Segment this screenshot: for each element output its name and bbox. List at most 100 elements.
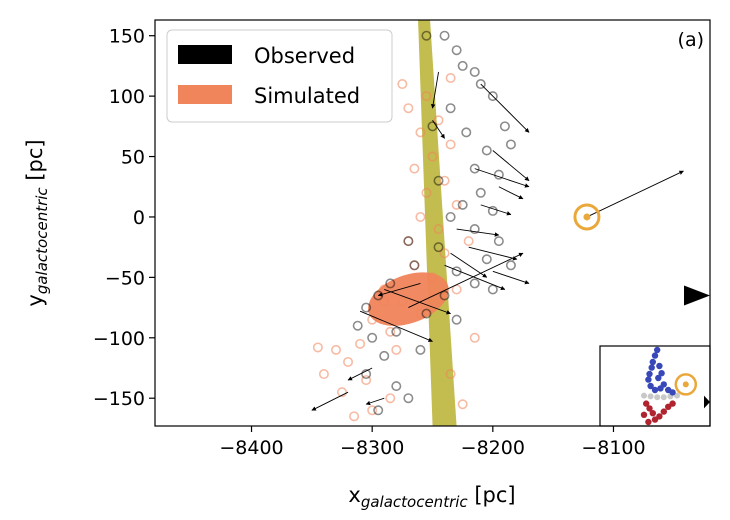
data-point [367,332,378,343]
data-point [409,260,420,271]
data-point [349,411,360,422]
velocity-vectors [311,71,684,411]
data-point [427,272,438,283]
data-point [457,399,468,410]
inset-panel [599,345,711,427]
data-point [439,30,450,41]
data-point [403,393,414,404]
data-point [439,175,450,186]
inset-point [669,389,676,396]
sun-dot [583,213,591,221]
inset-point [643,400,650,407]
velocity-vector [468,246,518,261]
inset-point [658,370,665,377]
data-point [421,30,432,41]
inset-point [660,408,667,415]
data-point [487,284,498,295]
data-point [421,91,432,102]
y-axis-ticks: 150 100 50 0 −50 −100 −150 [93,26,155,410]
data-point [409,260,420,271]
data-point [385,393,396,404]
velocity-vector [480,204,512,216]
data-point [451,45,462,56]
data-point [433,224,444,235]
data-point [385,278,396,289]
velocity-vector [359,310,433,342]
y-tick-label: 0 [133,207,145,229]
data-point [461,127,472,138]
data-point [445,369,456,380]
inset-edge-arrow [704,395,710,409]
velocity-vector [492,270,530,285]
inset-point [674,392,680,399]
sun-ring [573,203,601,231]
data-point [487,91,498,102]
velocity-vector [586,170,684,218]
data-point [397,79,408,90]
velocity-vector [456,228,500,237]
data-point [352,320,363,331]
data-point [493,236,504,247]
data-point [415,127,426,138]
y-tick-label: −150 [93,388,145,410]
data-point [439,248,450,259]
data-point [433,175,444,186]
data-point [415,344,426,355]
data-point [481,254,492,265]
data-point [457,60,468,71]
inset-point [660,381,667,388]
data-point [391,326,402,337]
galactic-band [418,20,457,426]
inset-point [654,346,661,354]
data-point [403,103,414,114]
data-point [403,236,414,247]
data-point [409,163,420,174]
plot-frame [154,19,711,427]
inset-point [651,416,659,423]
data-point [379,350,390,361]
inset-point [649,410,656,417]
velocity-vector [444,264,506,291]
data-point [505,139,516,150]
data-point [445,211,456,222]
inset-sun-ring [674,373,698,396]
velocity-vector [450,252,488,278]
velocity-vector [408,252,524,308]
data-point [469,278,480,289]
data-point [343,356,354,367]
data-point [451,284,462,295]
data-point [415,308,426,319]
velocity-vector [498,186,524,200]
inset-point [669,400,676,407]
inset-point [641,392,647,399]
data-point [361,369,372,380]
inset-point [647,382,654,390]
y-tick-label: −50 [105,267,145,289]
inset-point [640,411,648,418]
data-point [457,199,468,210]
data-point [421,308,432,319]
data-point [373,405,384,416]
y-axis-label: ygalactocentric [pc] [23,139,51,306]
inset-point [656,362,663,370]
data-point [469,66,480,77]
data-point [361,375,372,386]
legend-swatch-simulated [178,85,232,104]
inset-point [660,394,667,401]
velocity-vector [474,168,530,188]
x-tick-label: −8200 [461,437,525,459]
legend: Observed Simulated [166,29,393,123]
x-tick-label: −8100 [581,437,645,459]
data-point [487,205,498,216]
data-point [379,296,390,307]
legend-label-observed: Observed [254,44,355,68]
inset-point [645,376,652,383]
velocity-vector [384,289,452,315]
data-point [415,211,426,222]
velocity-vector [377,282,421,297]
data-point [337,387,348,398]
data-point [481,145,492,156]
velocity-vector [347,367,373,381]
simulated-series [312,73,480,422]
